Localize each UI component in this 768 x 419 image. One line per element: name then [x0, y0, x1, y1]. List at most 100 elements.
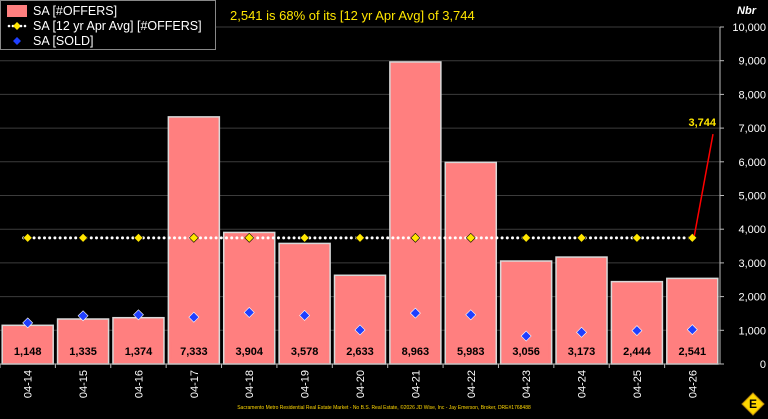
legend-label-sold: SA [SOLD]: [33, 33, 94, 48]
avg-line-dot: [495, 236, 499, 240]
avg-line-dot: [287, 236, 291, 240]
callout-line: [693, 133, 714, 236]
sold-series: [22, 307, 698, 342]
avg-marker: [465, 232, 476, 243]
avg-line-dot: [672, 236, 676, 240]
avg-line-dot: [666, 236, 670, 240]
avg-line-dot: [490, 236, 494, 240]
legend-item-avg: SA [12 yr Apr Avg] [#OFFERS]: [7, 18, 202, 33]
x-tick-label: 04-26: [687, 370, 699, 398]
avg-line-dot: [323, 236, 327, 240]
x-tick-label: 04-23: [521, 370, 533, 398]
avg-line-dot: [391, 236, 395, 240]
avg-line-dot: [401, 236, 405, 240]
avg-line-series: [22, 232, 698, 243]
avg-marker: [410, 232, 421, 243]
legend-item-offers: SA [#OFFERS]: [7, 3, 117, 18]
y-tick-label: 8,000: [738, 89, 766, 101]
data-label-box: [670, 342, 715, 359]
avg-marker: [299, 232, 310, 243]
x-tick-label: 04-22: [466, 370, 478, 398]
avg-line-dot: [120, 236, 124, 240]
data-label: 5,983: [457, 346, 485, 358]
data-label-box: [5, 342, 50, 359]
data-labels: 1,148 1,335 1,374 7,333 3,904 3,578 2,633 8,963…: [5, 342, 715, 359]
x-tick-label: 04-19: [300, 370, 312, 398]
avg-line-dot: [58, 236, 62, 240]
avg-line-dot: [427, 236, 431, 240]
x-tick-label: 04-14: [23, 370, 35, 398]
data-label: 3,578: [291, 346, 319, 358]
avg-line-dot: [370, 236, 374, 240]
chart-footer: Sacramento Metro Residential Real Estate…: [237, 405, 531, 411]
sold-marker: [188, 311, 200, 323]
avg-line-dot: [219, 236, 223, 240]
avg-line-dot: [542, 236, 546, 240]
avg-line-dot: [313, 236, 317, 240]
avg-line-dot: [266, 236, 270, 240]
avg-line-dot: [224, 236, 228, 240]
avg-line-dot: [276, 236, 280, 240]
sold-marker: [354, 324, 366, 336]
avg-line-dot: [297, 236, 301, 240]
y-tick-label: 7,000: [738, 123, 766, 135]
avg-line-dot: [105, 236, 109, 240]
avg-line-dot: [214, 236, 218, 240]
bar-series: [1, 61, 719, 365]
x-tick-label: 04-20: [355, 370, 367, 398]
avg-line-dot: [48, 236, 52, 240]
avg-line-dot: [344, 236, 348, 240]
avg-line-dot: [432, 236, 436, 240]
avg-line-dot: [448, 236, 452, 240]
x-axis: 04-14 04-15 04-16 04-17 04-18 04-19 04-20 04-21…: [0, 363, 720, 398]
avg-marker: [576, 232, 587, 243]
avg-line-dot: [167, 236, 171, 240]
avg-line-dot: [453, 236, 457, 240]
avg-line-dot: [146, 236, 150, 240]
data-label: 7,333: [180, 346, 208, 358]
sold-marker: [631, 325, 643, 337]
avg-marker: [244, 232, 255, 243]
avg-line-dot: [568, 236, 572, 240]
avg-marker: [631, 232, 642, 243]
avg-line-dot: [479, 236, 483, 240]
data-label-box: [61, 342, 106, 359]
avg-line-dot: [620, 236, 624, 240]
avg-line-dot: [308, 236, 312, 240]
callout: 3,744: [688, 117, 717, 236]
avg-line-dot: [318, 236, 322, 240]
sold-marker: [133, 309, 144, 321]
avg-marker: [133, 232, 144, 243]
legend-swatch-avg: [7, 20, 27, 32]
svg-text:E: E: [749, 397, 757, 411]
data-label-box: [393, 342, 438, 359]
avg-line-dot: [375, 236, 379, 240]
data-label: 8,963: [402, 346, 430, 358]
y-tick-label: 6,000: [738, 157, 766, 169]
x-tick-label: 04-17: [189, 370, 201, 398]
sold-marker: [576, 326, 587, 338]
x-tick-label: 04-16: [133, 370, 145, 398]
avg-line-dot: [110, 236, 114, 240]
avg-line-dot: [204, 236, 208, 240]
avg-line-dot: [500, 236, 504, 240]
avg-line-dot: [406, 236, 410, 240]
legend-swatch-sold: [7, 35, 27, 47]
data-label: 2,633: [346, 346, 374, 358]
avg-line-dot: [677, 236, 681, 240]
avg-line-dot: [365, 236, 369, 240]
offers-bar: [389, 61, 442, 365]
avg-line-dot: [68, 236, 72, 240]
avg-line-dot: [32, 236, 36, 240]
sold-marker: [243, 307, 255, 318]
data-label-box: [614, 342, 659, 359]
data-label: 3,056: [512, 346, 540, 358]
avg-marker: [78, 232, 89, 243]
avg-line-dot: [396, 236, 400, 240]
avg-line-dot: [386, 236, 390, 240]
brand-logo-icon: E: [741, 392, 765, 416]
y-tick-label: 9,000: [738, 56, 766, 68]
avg-line-dot: [599, 236, 603, 240]
avg-line-dot: [126, 236, 130, 240]
